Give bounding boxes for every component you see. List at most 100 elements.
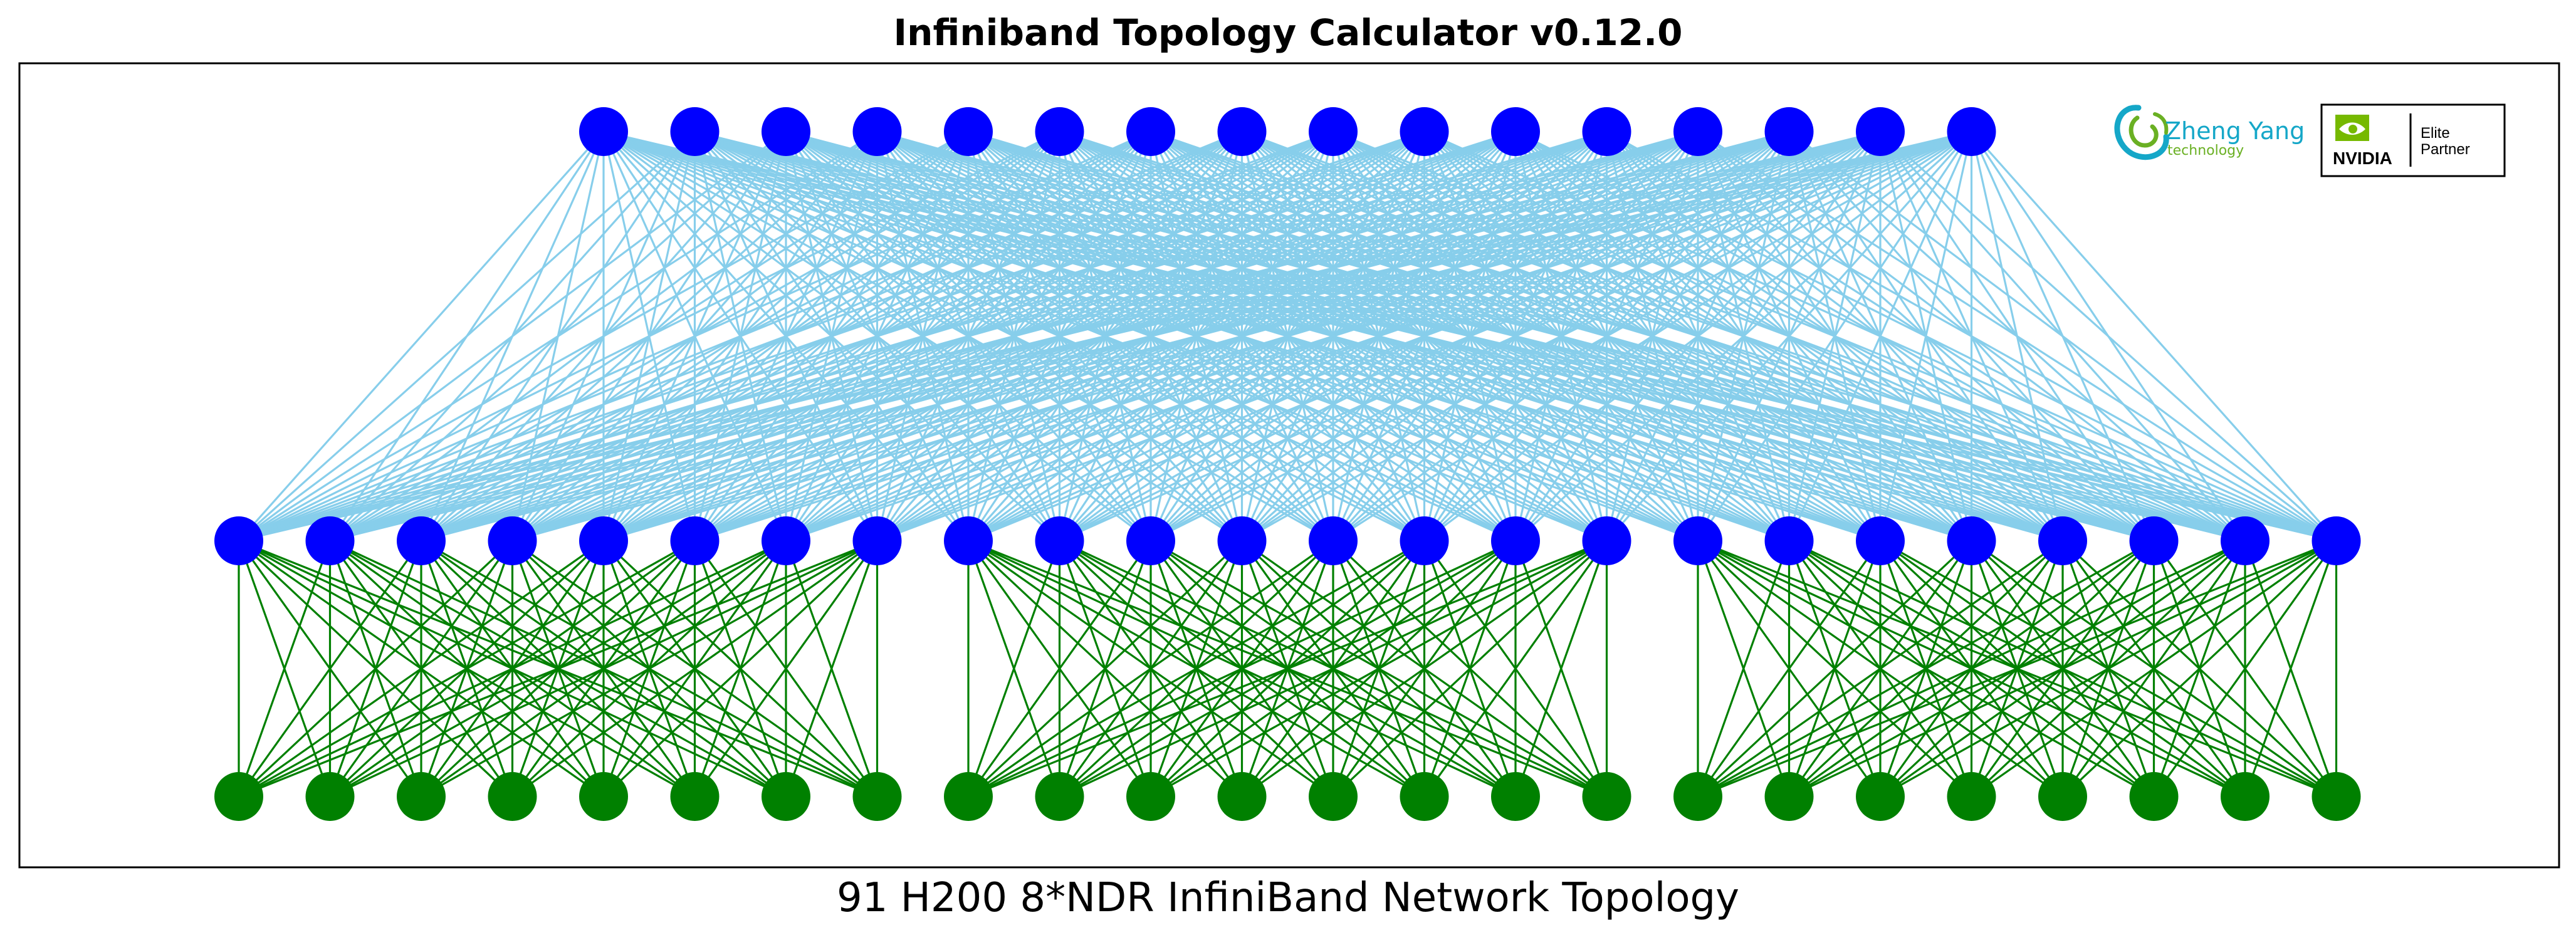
leaf-server-link: [1059, 540, 1608, 798]
leaf-switch-node: [214, 516, 263, 565]
spine-leaf-link: [694, 130, 1972, 542]
leaf-switch-node: [1400, 516, 1449, 565]
server-node: [1673, 772, 1722, 821]
spine-leaf-link: [1971, 131, 2155, 541]
spine-leaf-link: [1606, 130, 1972, 542]
spine-leaf-link: [968, 130, 1972, 542]
spine-leaf-link: [238, 130, 1607, 542]
spine-leaf-link: [1971, 131, 2246, 541]
spine-switch-node: [762, 107, 810, 156]
zheng-yang-logo: Zheng Yang technology: [2114, 105, 2305, 160]
leaf-switch-node: [2221, 516, 2270, 565]
leaf-server-link: [968, 540, 1608, 798]
spine-switch-node: [1947, 107, 1996, 156]
spine-leaf-link: [1879, 131, 1973, 541]
spine-leaf-link: [238, 130, 605, 542]
server-node: [1035, 772, 1084, 821]
spine-leaf-link: [876, 130, 1972, 542]
spine-switch-node: [944, 107, 993, 156]
leaf-server-link: [1788, 540, 2337, 798]
leaf-switch-node: [1035, 516, 1084, 565]
spine-leaf-link: [1423, 130, 1972, 542]
nvidia-eye-icon: [2335, 115, 2369, 141]
spine-leaf-link: [1971, 130, 2337, 542]
leaf-server-link: [1697, 540, 2337, 798]
leaf-switch-node: [670, 516, 720, 565]
server-node: [488, 772, 537, 821]
server-node: [1856, 772, 1905, 821]
server-node: [305, 772, 355, 821]
leaf-switch-node: [762, 516, 810, 565]
spine-leaf-links: [238, 130, 2337, 542]
leaf-server-link: [238, 540, 332, 797]
partner-line1: Elite: [2421, 125, 2450, 142]
leaf-switch-node: [2038, 516, 2087, 565]
swirl-logo-icon: [2114, 105, 2169, 160]
spine-leaf-link: [238, 130, 1151, 542]
nvidia-wordmark: NVIDIA: [2333, 149, 2392, 168]
leaf-switch-node: [944, 516, 993, 565]
server-node: [1400, 772, 1449, 821]
spine-leaf-link: [421, 130, 1972, 542]
leaf-switch-node: [2129, 516, 2179, 565]
leaf-server-link: [967, 540, 1243, 798]
page-title: Infiniband Topology Calculator v0.12.0: [893, 11, 1683, 54]
server-node: [1582, 772, 1631, 821]
spine-switch-node: [1035, 107, 1084, 156]
spine-leaf-link: [238, 130, 969, 542]
leaf-server-link: [238, 540, 787, 798]
leaf-server-link: [1971, 540, 2337, 798]
server-node: [1217, 772, 1267, 821]
leaf-server-link: [1332, 540, 1608, 798]
leaf-server-link: [1697, 540, 2063, 798]
spine-leaf-link: [512, 130, 1972, 542]
leaf-server-link: [1697, 540, 1972, 798]
spine-leaf-link: [603, 130, 1972, 542]
spine-switch-node: [852, 107, 902, 156]
leaf-switch-node: [1491, 516, 1540, 565]
leaf-switch-node: [579, 516, 628, 565]
leaf-switch-node: [852, 516, 902, 565]
server-node: [852, 772, 902, 821]
spine-switch-node: [1491, 107, 1540, 156]
leaf-server-link: [1423, 540, 1608, 797]
spine-leaf-link: [238, 130, 1881, 542]
leaf-switches: [214, 516, 2361, 565]
leaf-switch-node: [305, 516, 355, 565]
leaf-server-link: [1241, 540, 1608, 798]
server-node: [2129, 772, 2179, 821]
spine-switch-node: [1126, 107, 1175, 156]
server-node: [2038, 772, 2087, 821]
spine-leaf-link: [238, 130, 1060, 542]
spine-leaf-link: [238, 130, 1699, 542]
leaf-switch-node: [1673, 516, 1722, 565]
spine-leaf-link: [330, 130, 1972, 542]
leaf-server-link: [1697, 540, 2246, 798]
spine-switch-node: [1217, 107, 1267, 156]
spine-leaf-link: [238, 130, 878, 542]
spine-leaf-link: [238, 130, 696, 542]
spine-leaf-link: [1970, 131, 2064, 541]
nvidia-partner-badge: NVIDIA Elite Partner: [2320, 103, 2506, 177]
leaf-server-link: [785, 540, 879, 797]
leaf-server-link: [238, 540, 604, 798]
leaf-server-links: [238, 540, 2338, 798]
diagram-caption: 91 H200 8*NDR InfiniBand Network Topolog…: [837, 875, 1739, 921]
spine-switch-node: [1309, 107, 1358, 156]
leaf-server-link: [1150, 540, 1608, 798]
server-node: [1309, 772, 1358, 821]
leaf-server-link: [1697, 540, 2155, 798]
leaf-switch-node: [1309, 516, 1358, 565]
leaf-server-link: [967, 540, 1152, 797]
server-node: [1491, 772, 1540, 821]
server-node: [397, 772, 446, 821]
server-node: [214, 772, 263, 821]
leaf-switch-node: [1582, 516, 1631, 565]
company-sub-logo-text: technology: [2167, 143, 2244, 159]
leaf-server-link: [238, 540, 878, 798]
leaf-switch-node: [2312, 516, 2361, 565]
spine-leaf-link: [785, 130, 1972, 542]
spine-leaf-link: [238, 130, 1425, 542]
spine-leaf-link: [1333, 130, 1972, 542]
